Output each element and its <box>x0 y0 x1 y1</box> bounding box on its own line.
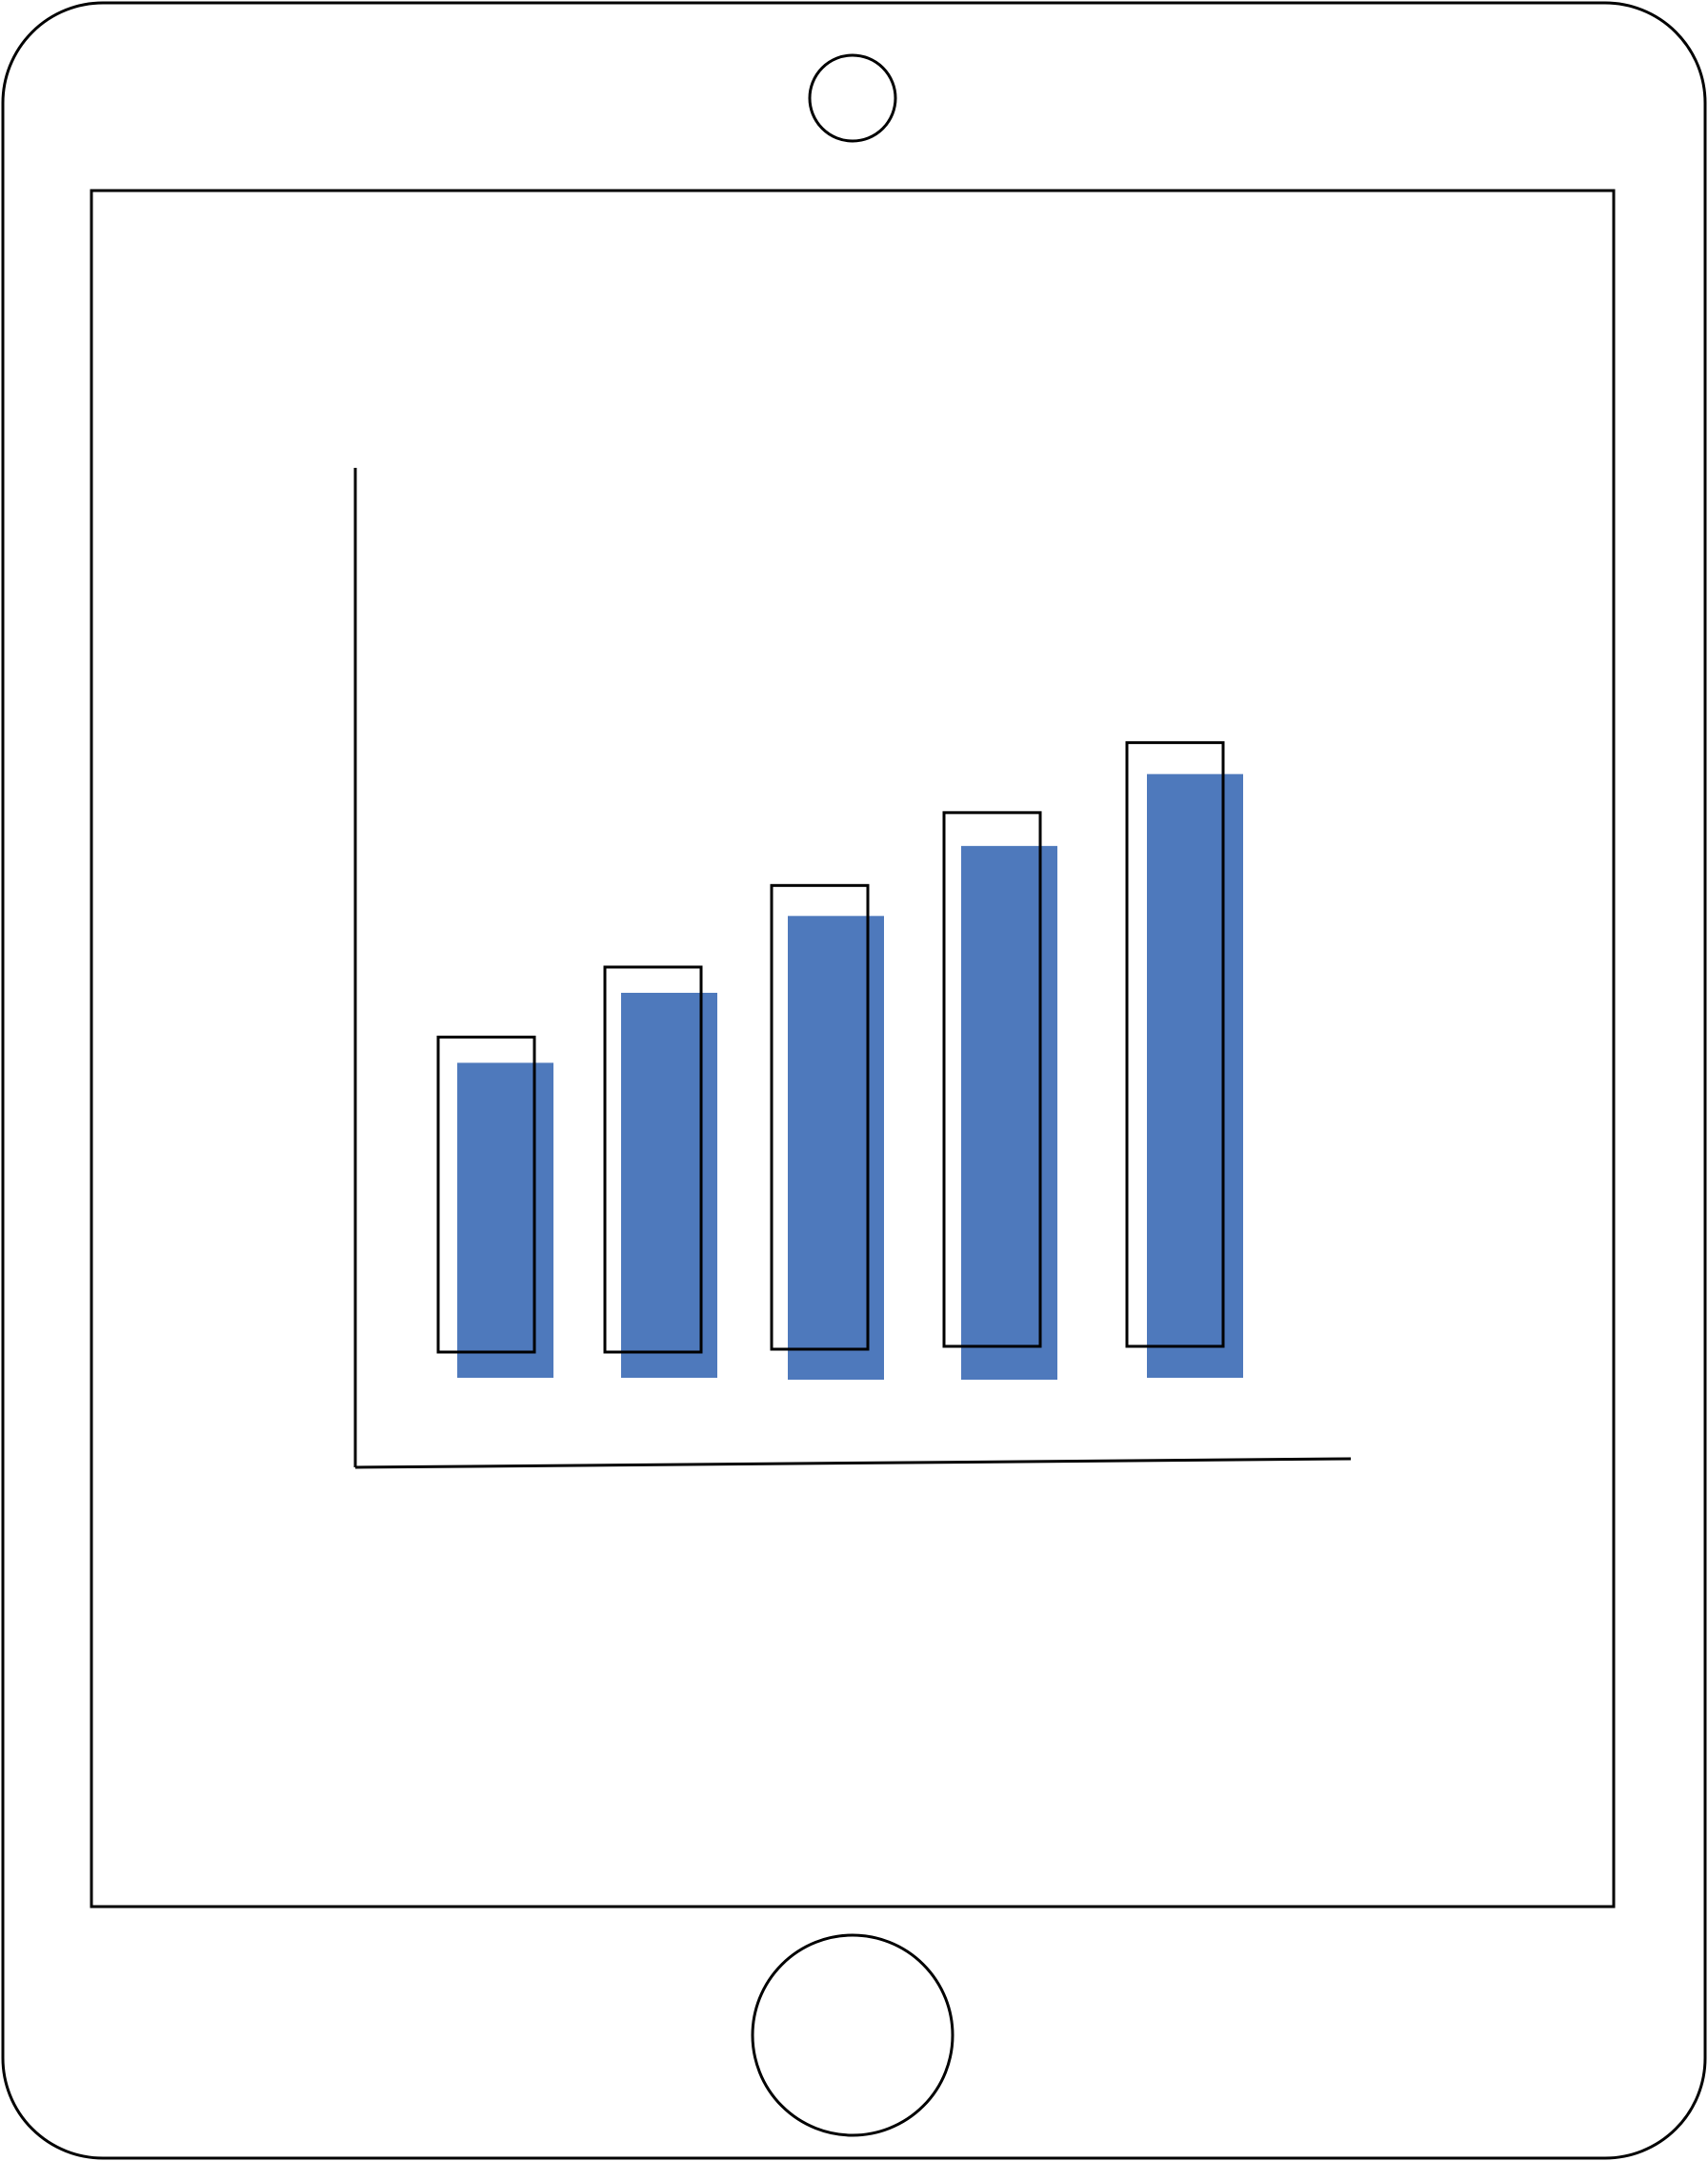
bar-chart <box>353 468 1352 1469</box>
filled-bar <box>457 1062 553 1378</box>
filled-bar <box>961 845 1057 1380</box>
outlined-bar <box>436 1035 536 1354</box>
filled-bars <box>457 774 1243 1380</box>
home-button-icon[interactable] <box>751 1933 954 2137</box>
outlined-bar <box>770 883 870 1351</box>
front-camera-icon <box>808 53 897 143</box>
filled-bar <box>1147 774 1243 1378</box>
outlined-bar <box>942 811 1042 1348</box>
outlined-bar <box>603 965 703 1354</box>
tablet-screen <box>90 189 1616 1909</box>
filled-bar <box>788 916 884 1380</box>
outlined-bars <box>436 740 1225 1354</box>
x-axis <box>354 1457 1352 1469</box>
filled-bar <box>621 992 717 1378</box>
outlined-bar <box>1125 740 1225 1348</box>
